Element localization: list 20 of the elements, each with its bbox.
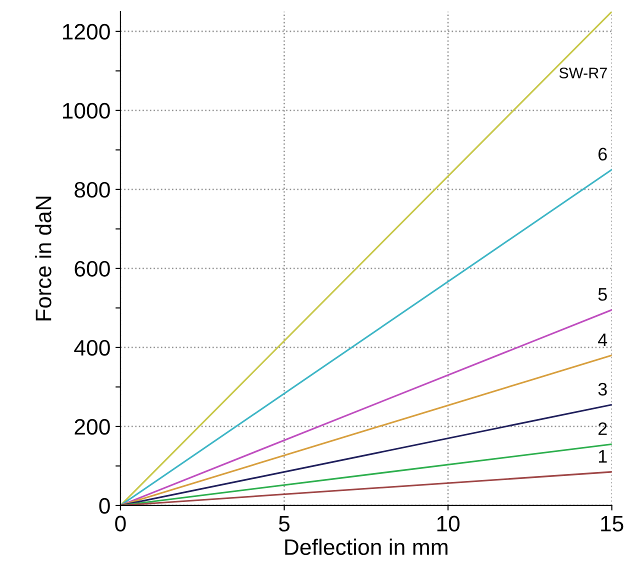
y-tick-label: 600	[74, 260, 110, 277]
series-label: 4	[598, 334, 608, 346]
series-label: 5	[598, 288, 607, 301]
series-label: 2	[598, 422, 607, 435]
series-label: 1	[598, 450, 607, 463]
y-axis-title: Force in daN	[35, 196, 52, 320]
y-tick-label: 800	[74, 182, 110, 198]
y-tick-label: 0	[99, 498, 110, 514]
x-tick-label: 0	[115, 516, 126, 532]
x-axis-title: Deflection in mm	[285, 538, 448, 556]
x-tick-label: 15	[601, 516, 624, 532]
y-tick-label: 200	[74, 418, 110, 435]
x-tick-label: 10	[437, 516, 460, 532]
y-tick-label: 1000	[63, 102, 110, 119]
x-tick-label: 5	[278, 516, 290, 532]
series-label: SW-R7	[559, 68, 607, 78]
y-tick-label: 400	[74, 340, 110, 356]
series-label: 6	[598, 148, 607, 161]
y-tick-label: 1200	[63, 24, 110, 40]
series-label: 3	[598, 382, 607, 396]
